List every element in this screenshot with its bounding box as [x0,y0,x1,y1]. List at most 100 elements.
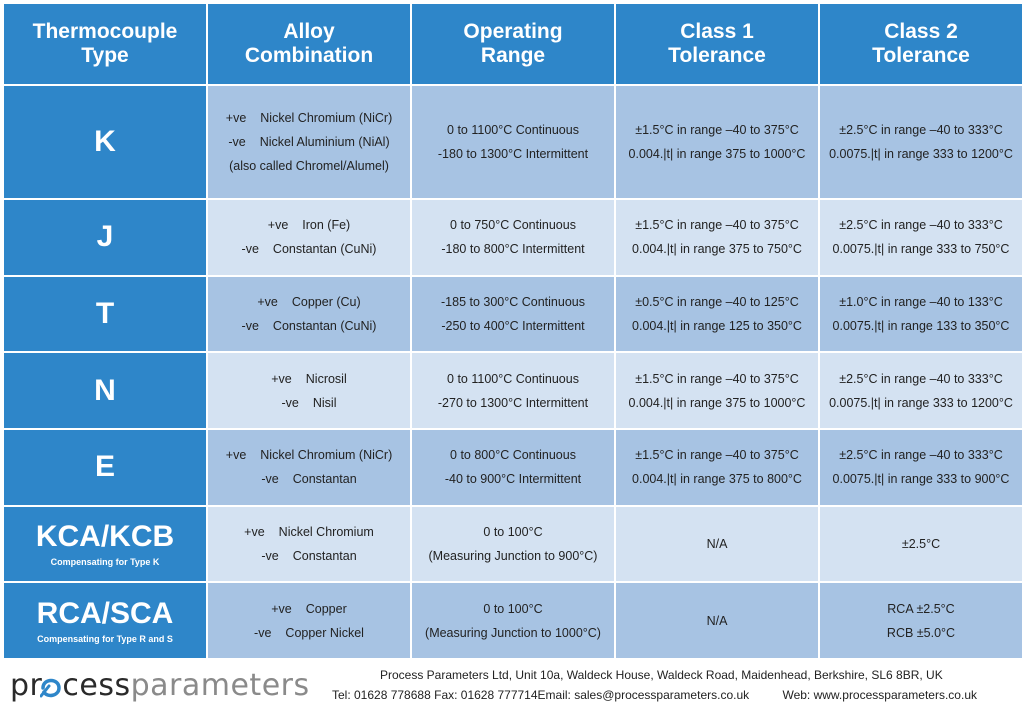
cell-class2-tolerance: ±2.5°C in range –40 to 333°C 0.0075.|t| i… [820,86,1022,198]
cell-class2-tolerance-line: ±1.0°C in range –40 to 133°C [839,294,1003,309]
alloy-polarity: +ve [257,294,278,309]
header-class1-line1: Class 1 [680,20,754,43]
alloy-line: +ve Nickel Chromium (NiCr) [208,443,410,467]
cell-class1-tolerance-line: N/A [706,613,728,628]
header-alloy-line2: Combination [244,44,374,67]
header-type-line2: Type [81,44,129,67]
cell-class1-tolerance: ±0.5°C in range –40 to 125°C 0.004.|t| in… [616,276,818,352]
cell-thermocouple-type: N [4,353,206,428]
cell-class2-tolerance: ±2.5°C in range –40 to 333°C 0.0075.|t| i… [820,200,1022,275]
company-address: Process Parameters Ltd, Unit 10a, Waldec… [380,668,943,682]
cell-class1-tolerance-line: 0.004.|t| in range 125 to 350°C [632,318,802,333]
cell-operating-range-line: 0 to 1100°C Continuous [447,123,579,137]
alloy-line: -ve Nisil [208,391,410,415]
header-alloy-line1: Alloy [283,20,335,43]
cell-class2-tolerance: ±1.0°C in range –40 to 133°C 0.0075.|t| i… [820,276,1022,352]
type-code: KCA/KCB [35,519,175,553]
alloy-line: -ve Constantan [208,544,410,568]
cell-class1-tolerance: N/A [616,583,818,658]
alloy-polarity: -ve [281,395,299,410]
alloy-line: -ve Constantan (CuNi) [208,237,410,261]
alloy-polarity: -ve [228,135,246,149]
alloy-name: Constantan (CuNi) [272,318,377,333]
cell-class1-tolerance-line: ±1.5°C in range –40 to 375°C [635,123,799,137]
cell-class1-tolerance-line: 0.004.|t| in range 375 to 1000°C [628,395,806,410]
email-address: Email: sales@processparameters.co.uk [537,688,750,702]
cell-alloy-combination: +ve Nickel Chromium -ve Constantan [208,506,410,582]
alloy-line: +ve Copper [208,597,410,621]
alloy-line: +ve Nickel Chromium [208,520,410,544]
table-row: N +ve Nicrosil -ve Nisil 0 to 1100°C Continuo… [4,353,1022,428]
alloy-name: Nickel Aluminium (NiAl) [259,135,390,149]
alloy-line: -ve Copper Nickel [208,621,410,645]
cell-class1-tolerance-line: 0.004.|t| in range 375 to 800°C [632,472,802,487]
cell-class1-tolerance-line: 0.004.|t| in range 375 to 1000°C [628,147,806,161]
table-row: E +ve Nickel Chromium (NiCr) -ve Constantan 0… [4,429,1022,505]
cell-class2-tolerance: ±2.5°C [820,506,1022,582]
fax-number: Fax: 01628 777714 [434,688,538,702]
cell-class2-tolerance: RCA ±2.5°C RCB ±5.0°C [820,583,1022,658]
alloy-name: Nickel Chromium [278,524,374,539]
alloy-name: Constantan [292,472,357,487]
type-code: T [95,296,115,330]
cell-operating-range-line: 0 to 750°C Continuous [450,218,576,233]
alloy-name: Copper Nickel [285,625,364,640]
header-class1-line2: Tolerance [668,44,766,67]
logo-swoosh-icon: o [40,666,62,706]
cell-operating-range-line: -185 to 300°C Continuous [441,294,585,309]
alloy-polarity: +ve [225,111,247,125]
alloy-name: Iron (Fe) [302,218,351,233]
cell-class1-tolerance: ±1.5°C in range –40 to 375°C 0.004.|t| in… [616,429,818,505]
cell-operating-range-line: 0 to 100°C [483,524,543,539]
cell-class2-tolerance-line: 0.0075.|t| in range 333 to 1200°C [829,147,1013,161]
cell-operating-range: 0 to 1100°C Continuous -180 to 1300°C Int… [412,86,614,198]
cell-operating-range-line: -180 to 1300°C Intermittent [437,147,589,161]
cell-alloy-combination: +ve Iron (Fe) -ve Constantan (CuNi) [208,200,410,275]
cell-class2-tolerance: ±2.5°C in range –40 to 333°C 0.0075.|t| i… [820,353,1022,428]
alloy-polarity: -ve [261,472,279,487]
cell-class2-tolerance-line: ±2.5°C in range –40 to 333°C [839,123,1003,137]
type-code: J [96,220,114,254]
cell-operating-range: -185 to 300°C Continuous -250 to 400°C In… [412,276,614,352]
cell-thermocouple-type: T [4,276,206,352]
cell-class2-tolerance-line: 0.0075.|t| in range 333 to 1200°C [829,395,1013,410]
cell-operating-range-line: -250 to 400°C Intermittent [441,318,585,333]
header-range-line2: Range [480,44,546,67]
header-range: Operating Range [412,4,614,84]
cell-operating-range: 0 to 750°C Continuous -180 to 800°C Inter… [412,200,614,275]
cell-operating-range: 0 to 800°C Continuous -40 to 900°C Interm… [412,429,614,505]
cell-class1-tolerance-line: 0.004.|t| in range 375 to 750°C [632,242,802,257]
alloy-line: +ve Nicrosil [208,367,410,391]
alloy-name: Nickel Chromium (NiCr) [260,448,393,463]
alloy-name: (also called Chromel/Alumel) [229,159,389,173]
cell-class2-tolerance: ±2.5°C in range –40 to 333°C 0.0075.|t| i… [820,429,1022,505]
cell-operating-range-line: (Measuring Junction to 1000°C) [425,625,601,640]
cell-class2-tolerance-line: ±2.5°C [901,536,941,551]
cell-class1-tolerance-line: ±1.5°C in range –40 to 375°C [635,448,799,463]
company-logo: processparameters [10,666,310,706]
cell-operating-range-line: (Measuring Junction to 900°C) [428,548,598,563]
header-alloy: Alloy Combination [208,4,410,84]
cell-class1-tolerance: ±1.5°C in range –40 to 375°C 0.004.|t| in… [616,200,818,275]
header-class2: Class 2 Tolerance [820,4,1022,84]
alloy-line: -ve Nickel Aluminium (NiAl) [208,130,410,154]
cell-alloy-combination: +ve Nickel Chromium (NiCr) -ve Constantan [208,429,410,505]
alloy-name: Nisil [312,395,337,410]
cell-operating-range: 0 to 1100°C Continuous -270 to 1300°C Int… [412,353,614,428]
type-subtitle: Compensating for Type K [50,556,160,567]
header-row: Thermocouple Type Alloy Combination Oper… [4,4,1022,84]
alloy-polarity: +ve [271,371,292,386]
cell-class2-tolerance-line: 0.0075.|t| in range 333 to 750°C [832,242,1010,257]
footer: processparameters Process Parameters Ltd… [0,662,1024,711]
header-class2-line2: Tolerance [872,44,970,67]
table-row: RCA/SCA Compensating for Type R and S +ve C… [4,583,1022,658]
cell-class1-tolerance-line: ±1.5°C in range –40 to 375°C [635,371,799,386]
type-code: E [94,450,115,484]
cell-class2-tolerance-line: ±2.5°C in range –40 to 333°C [839,371,1003,386]
cell-operating-range-line: -270 to 1300°C Intermittent [437,395,589,410]
alloy-polarity: +ve [271,601,292,616]
alloy-line: +ve Copper (Cu) [208,290,410,314]
cell-class2-tolerance-line: RCA ±2.5°C [887,601,955,616]
logo-text-pr: pr [10,668,43,703]
